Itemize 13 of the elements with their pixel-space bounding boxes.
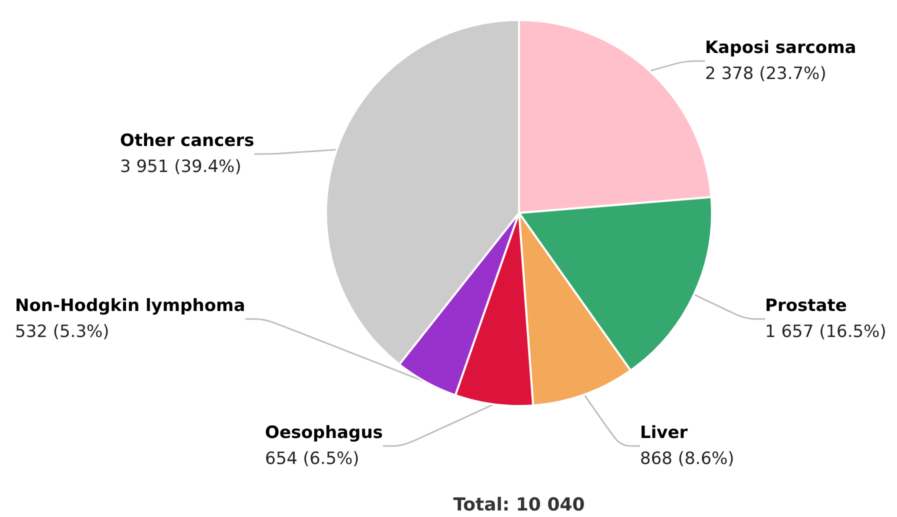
data-label: 3 951 (39.4%) bbox=[120, 157, 242, 177]
data-label: 532 (5.3%) bbox=[15, 322, 110, 342]
text: Total: 10 040 bbox=[453, 494, 585, 516]
data-label: 654 (6.5%) bbox=[265, 449, 360, 469]
slice-label: Oesophagus bbox=[265, 423, 383, 443]
data-label: 2 378 (23.7%) bbox=[705, 64, 826, 84]
slice-label: Liver bbox=[640, 423, 688, 443]
slice-label: Other cancers bbox=[120, 131, 254, 151]
data-label: 868 (8.6%) bbox=[640, 449, 734, 469]
slice-label: Kaposi sarcoma bbox=[705, 38, 856, 58]
slice-label: Prostate bbox=[765, 296, 847, 316]
slice-label: Non-Hodgkin lymphoma bbox=[15, 296, 246, 316]
data-label: 1 657 (16.5%) bbox=[765, 322, 886, 342]
